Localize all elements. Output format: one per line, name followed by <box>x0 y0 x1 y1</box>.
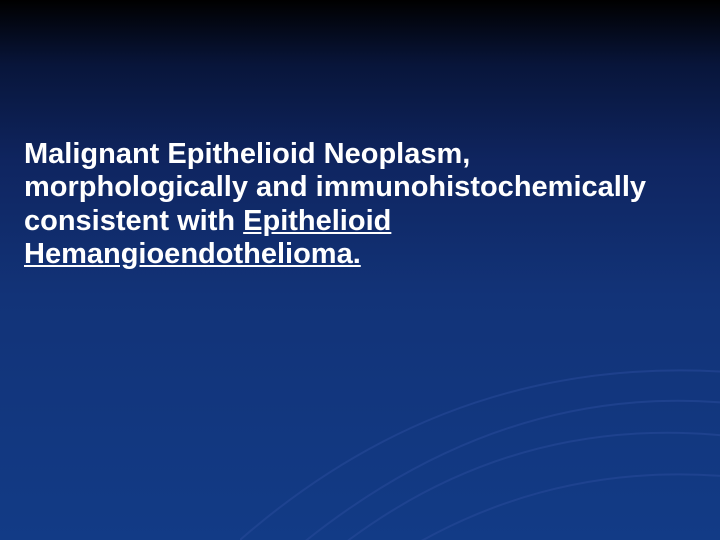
presentation-slide: Malignant Epithelioid Neoplasm, morpholo… <box>0 0 720 540</box>
decorative-swoosh <box>240 240 720 540</box>
diagnosis-text: Malignant Epithelioid Neoplasm, morpholo… <box>24 138 696 271</box>
